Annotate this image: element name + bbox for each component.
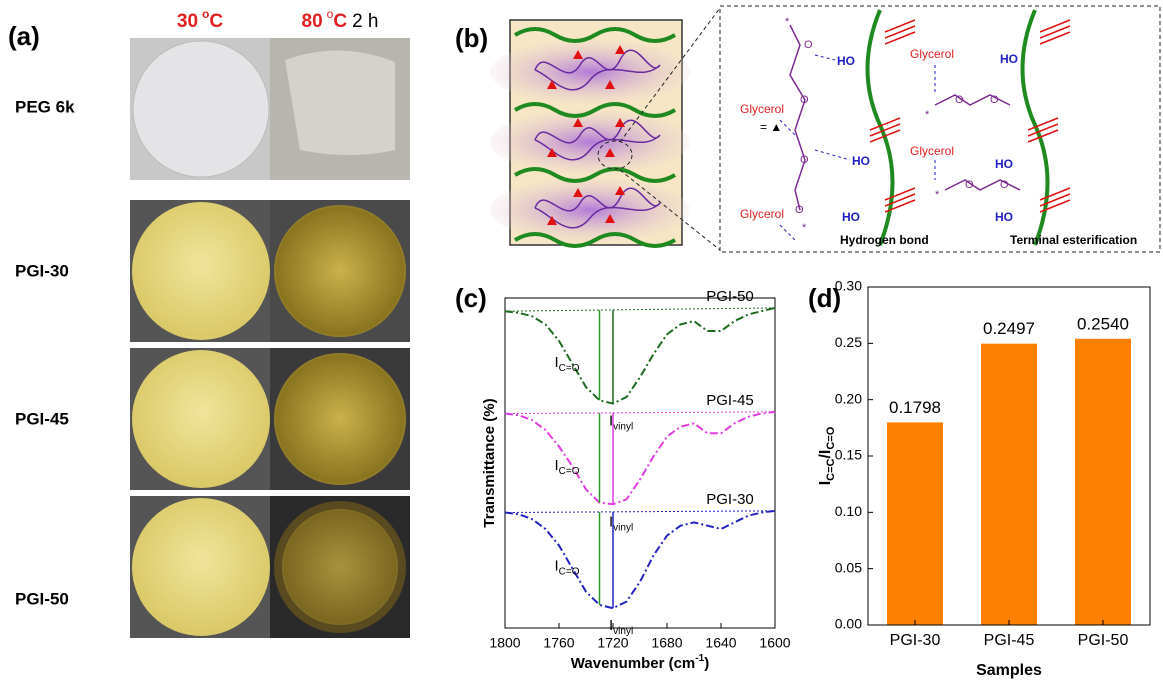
x-axis-label: Samples (976, 662, 1042, 679)
y-axis-label: IC=C/IC=O (817, 426, 837, 485)
hydroxyl: HO (842, 210, 860, 224)
y-tick-label: 0.00 (835, 616, 862, 632)
panel-label: (c) (455, 283, 487, 313)
hydroxyl: HO (995, 157, 1013, 171)
carbonyl-label: IC=O (555, 354, 580, 374)
sup: o (202, 7, 209, 21)
label: Wavenumber (cm (571, 655, 695, 672)
unit: C (209, 11, 223, 32)
x-tick-label: PGI-45 (984, 632, 1035, 649)
temp: 30 (177, 11, 198, 32)
baseline (505, 308, 775, 311)
oxygen: O (965, 179, 974, 191)
schematic (490, 6, 1160, 252)
x-axis-label: Wavenumber (cm-1) (571, 653, 709, 672)
panel-label: (a) (8, 21, 40, 51)
hydroxyl: HO (995, 210, 1013, 224)
spectrum (505, 308, 775, 404)
row-label: PGI-30 (15, 261, 69, 280)
value-label: 0.1798 (889, 398, 941, 417)
label: ) (704, 655, 709, 672)
series-label: PGI-50 (706, 288, 754, 305)
spectrum (505, 511, 775, 608)
glycerol: Glycerol (740, 207, 784, 221)
subscript: C=O (559, 465, 580, 476)
glycerol: Glycerol (910, 47, 954, 61)
x-tick-label: PGI-30 (890, 632, 941, 649)
oxygen: O (795, 204, 804, 216)
label: /I (817, 450, 834, 459)
asterisk: * (802, 222, 807, 234)
oxygen: O (955, 94, 964, 106)
oxygen: O (990, 94, 999, 106)
asterisk: * (925, 109, 930, 121)
legend: = ▲ (760, 120, 782, 134)
baseline (505, 511, 775, 513)
x-tick-label: 1600 (759, 635, 790, 651)
series-label: PGI-30 (706, 491, 754, 508)
time: 2 h (352, 11, 378, 32)
hydroxyl: HO (837, 54, 855, 68)
y-tick-label: 0.20 (835, 390, 862, 406)
value-label: 0.2497 (983, 319, 1035, 338)
oxygen: O (800, 94, 809, 106)
y-tick-label: 0.05 (835, 559, 862, 575)
value-label: 0.2540 (1077, 314, 1129, 333)
hydroxyl: HO (852, 154, 870, 168)
bar (1075, 339, 1131, 625)
glycerol: Glycerol (740, 102, 784, 116)
bar (887, 422, 943, 625)
subscript: C=O (825, 426, 837, 449)
column-header: 30 oC (177, 7, 223, 32)
plot-frame (505, 298, 775, 628)
x-tick-label: 1720 (597, 635, 628, 651)
photos (130, 38, 410, 638)
y-axis-label: Transmittance (%) (481, 398, 498, 527)
x-tick-label: 1640 (705, 635, 736, 651)
x-tick-label: 1800 (489, 635, 520, 651)
subscript: C=C (825, 458, 837, 480)
subscript: vinyl (613, 522, 633, 533)
x-tick-label: 1680 (651, 635, 682, 651)
hydroxyl: HO (1000, 52, 1018, 66)
oxygen: O (804, 39, 813, 51)
temp: 80 (302, 11, 323, 32)
caption: Terminal esterification (1010, 233, 1137, 247)
subscript: vinyl (613, 421, 633, 432)
y-tick-label: 0.30 (835, 278, 862, 294)
x-tick-label: PGI-50 (1078, 632, 1129, 649)
figure: (a) 30oC 80oC2 h PEG 6k PGI-30 PGI-45 PG… (0, 0, 1163, 680)
y-tick-label: 0.25 (835, 334, 862, 350)
series-label: PGI-45 (706, 392, 754, 409)
oxygen: O (800, 154, 809, 166)
y-tick-label: 0.10 (835, 503, 862, 519)
row-label: PEG 6k (15, 97, 75, 116)
subscript: vinyl (613, 626, 633, 637)
row-label: PGI-50 (15, 589, 69, 608)
glycerol: Glycerol (910, 144, 954, 158)
charts: (c) 1800 1760 1720 1680 1640 1600 Wavenumber (c… (455, 278, 1150, 680)
subscript: C=O (559, 363, 580, 374)
oxygen: O (1000, 179, 1009, 191)
bar (981, 344, 1037, 625)
row-label: PGI-45 (15, 409, 69, 428)
caption: Hydrogen bond (840, 233, 929, 247)
subscript: C=O (559, 566, 580, 577)
y-tick-label: 0.15 (835, 447, 862, 463)
asterisk: * (935, 189, 940, 201)
panel-label: (b) (455, 23, 488, 53)
asterisk: * (785, 16, 790, 28)
baseline (505, 412, 775, 414)
x-tick-label: 1760 (543, 635, 574, 651)
vinyl-label: Ivinyl (609, 617, 633, 637)
unit: C (333, 11, 347, 32)
